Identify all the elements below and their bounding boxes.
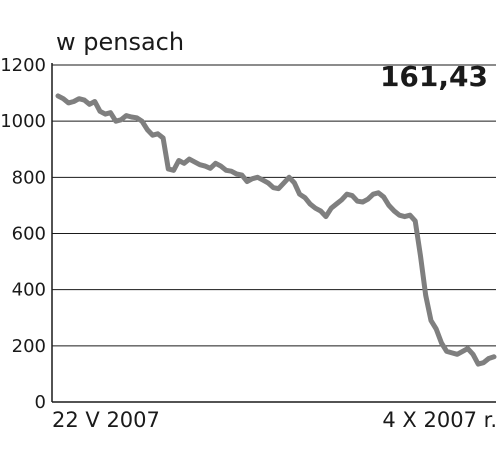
series-group: [55, 93, 497, 367]
y-tick-label: 200: [12, 336, 46, 357]
y-tick-label: 0: [35, 392, 46, 413]
x-end-label: 4 X 2007 r.: [382, 408, 497, 432]
grid: [52, 64, 496, 347]
y-tick-labels: 0 200 400 600 800 1000 1200: [0, 55, 46, 413]
y-tick-label: 1200: [0, 55, 46, 76]
y-tick-label: 400: [12, 280, 46, 301]
series-line: [55, 93, 497, 367]
y-tick-label: 1000: [0, 111, 46, 132]
current-value-label: 161,43: [380, 60, 488, 93]
y-tick-label: 800: [12, 167, 46, 188]
x-start-label: 22 V 2007: [52, 408, 160, 432]
y-tick-label: 600: [12, 224, 46, 245]
y-axis-title: w pensach: [56, 28, 184, 56]
